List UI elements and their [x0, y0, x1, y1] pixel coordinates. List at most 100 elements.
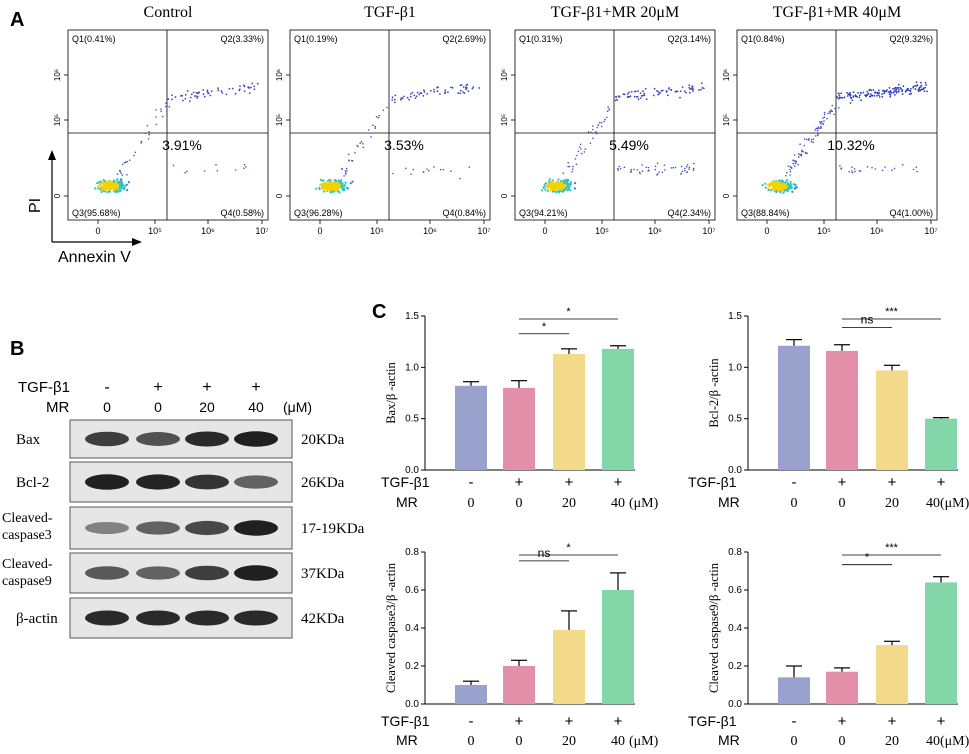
- scatter-point: [915, 166, 918, 168]
- condition-tgf-value: +: [614, 713, 623, 730]
- y-tick-label: 0.6: [728, 585, 742, 596]
- scatter-point: [884, 166, 886, 168]
- scatter-point: [794, 160, 796, 163]
- scatter-point: [450, 86, 452, 89]
- scatter-point: [171, 98, 174, 101]
- scatter-point: [234, 169, 237, 171]
- scatter-point: [341, 182, 344, 185]
- scatter-point: [890, 91, 893, 94]
- scatter-point: [595, 130, 597, 133]
- scatter-point: [557, 178, 560, 181]
- scatter-point: [668, 88, 670, 90]
- scatter-point: [895, 88, 898, 91]
- scatter-point: [698, 89, 700, 91]
- scatter-point: [372, 124, 374, 127]
- scatter-point: [202, 89, 205, 91]
- scatter-point: [126, 189, 129, 192]
- scatter-point: [346, 170, 348, 172]
- wb-mr-value: 0: [103, 399, 111, 415]
- scatter-point: [547, 182, 550, 186]
- scatter-point: [561, 181, 564, 184]
- scatter-point: [217, 89, 220, 92]
- scatter-point: [785, 174, 787, 177]
- scatter-point: [826, 117, 828, 120]
- flow-plot-frame: [736, 29, 938, 221]
- scatter-point: [590, 131, 592, 134]
- scatter-point: [838, 106, 840, 109]
- scatter-point: [859, 170, 862, 172]
- blot-band: [185, 431, 229, 447]
- y-axis-label: Bcl-2/β -actin: [707, 358, 721, 428]
- significance-label: ***: [885, 542, 899, 554]
- scatter-point: [182, 99, 184, 102]
- y-tick-label: 1.0: [728, 362, 742, 373]
- blot-band: [234, 520, 278, 536]
- scatter-point: [344, 181, 347, 184]
- scatter-point: [686, 164, 689, 166]
- scatter-point: [243, 90, 246, 93]
- quadrant-q1-label: Q1(0.84%): [741, 34, 785, 44]
- scatter-point: [840, 168, 842, 170]
- scatter-point: [180, 95, 182, 97]
- scatter-point: [459, 92, 461, 95]
- wb-tgf-label: TGF-β1: [18, 379, 70, 396]
- scatter-point: [803, 138, 806, 140]
- scatter-point: [118, 187, 121, 190]
- scatter-point: [878, 96, 881, 98]
- scatter-point: [656, 162, 659, 164]
- blot-band: [234, 565, 278, 581]
- scatter-point: [777, 179, 781, 182]
- scatter-point: [808, 137, 810, 140]
- scatter-point: [912, 86, 915, 89]
- scatter-point: [549, 183, 552, 186]
- scatter-point: [117, 181, 120, 184]
- scatter-point: [329, 182, 333, 185]
- scatter-point: [462, 91, 464, 93]
- scatter-point: [849, 102, 852, 104]
- scatter-point: [567, 161, 569, 164]
- scatter-point: [848, 171, 850, 173]
- scatter-point: [851, 99, 854, 102]
- condition-mr-value: 40: [926, 734, 940, 749]
- scatter-point: [391, 99, 394, 101]
- scatter-point: [248, 92, 251, 95]
- scatter-point: [413, 94, 416, 97]
- scatter-point: [471, 87, 474, 90]
- scatter-point: [116, 173, 119, 175]
- wb-mr-value: 20: [199, 399, 215, 415]
- scatter-point: [790, 167, 793, 169]
- scatter-point: [615, 96, 618, 99]
- scatter-point: [795, 186, 798, 189]
- scatter-point: [209, 94, 212, 97]
- scatter-point: [914, 84, 917, 87]
- blot-band: [234, 431, 278, 447]
- scatter-point: [418, 93, 421, 96]
- scatter-point: [216, 170, 219, 172]
- scatter-point: [125, 183, 128, 186]
- scatter-point: [639, 172, 641, 175]
- y-tick-label: 0.4: [728, 623, 742, 634]
- scatter-point: [691, 85, 694, 88]
- scatter-point: [854, 170, 856, 173]
- scatter-point: [115, 183, 119, 186]
- pi-axis-label: PI: [27, 198, 44, 213]
- scatter-point: [781, 183, 784, 187]
- scatter-point: [803, 144, 805, 147]
- scatter-point: [633, 95, 636, 98]
- scatter-point: [253, 88, 256, 91]
- quadrant-q2-label: Q2(9.32%): [889, 34, 933, 44]
- scatter-point: [99, 188, 102, 191]
- scatter-point: [335, 184, 338, 187]
- bar: [553, 353, 585, 470]
- scatter-point: [910, 88, 912, 90]
- y-tick-label: 0.0: [728, 465, 742, 476]
- bar: [602, 590, 634, 704]
- scatter-point: [779, 188, 782, 191]
- flow-axis-indicator: PI Annexin V: [27, 150, 142, 266]
- scatter-point: [362, 143, 364, 145]
- y-tick-label: 0.8: [405, 547, 419, 558]
- scatter-point: [789, 174, 791, 176]
- flow-panel-1: Control Q1(0.41%) Q2(3.33%) Q3(95.68%) Q4(0.…: [53, 4, 269, 236]
- scatter-point: [345, 186, 349, 189]
